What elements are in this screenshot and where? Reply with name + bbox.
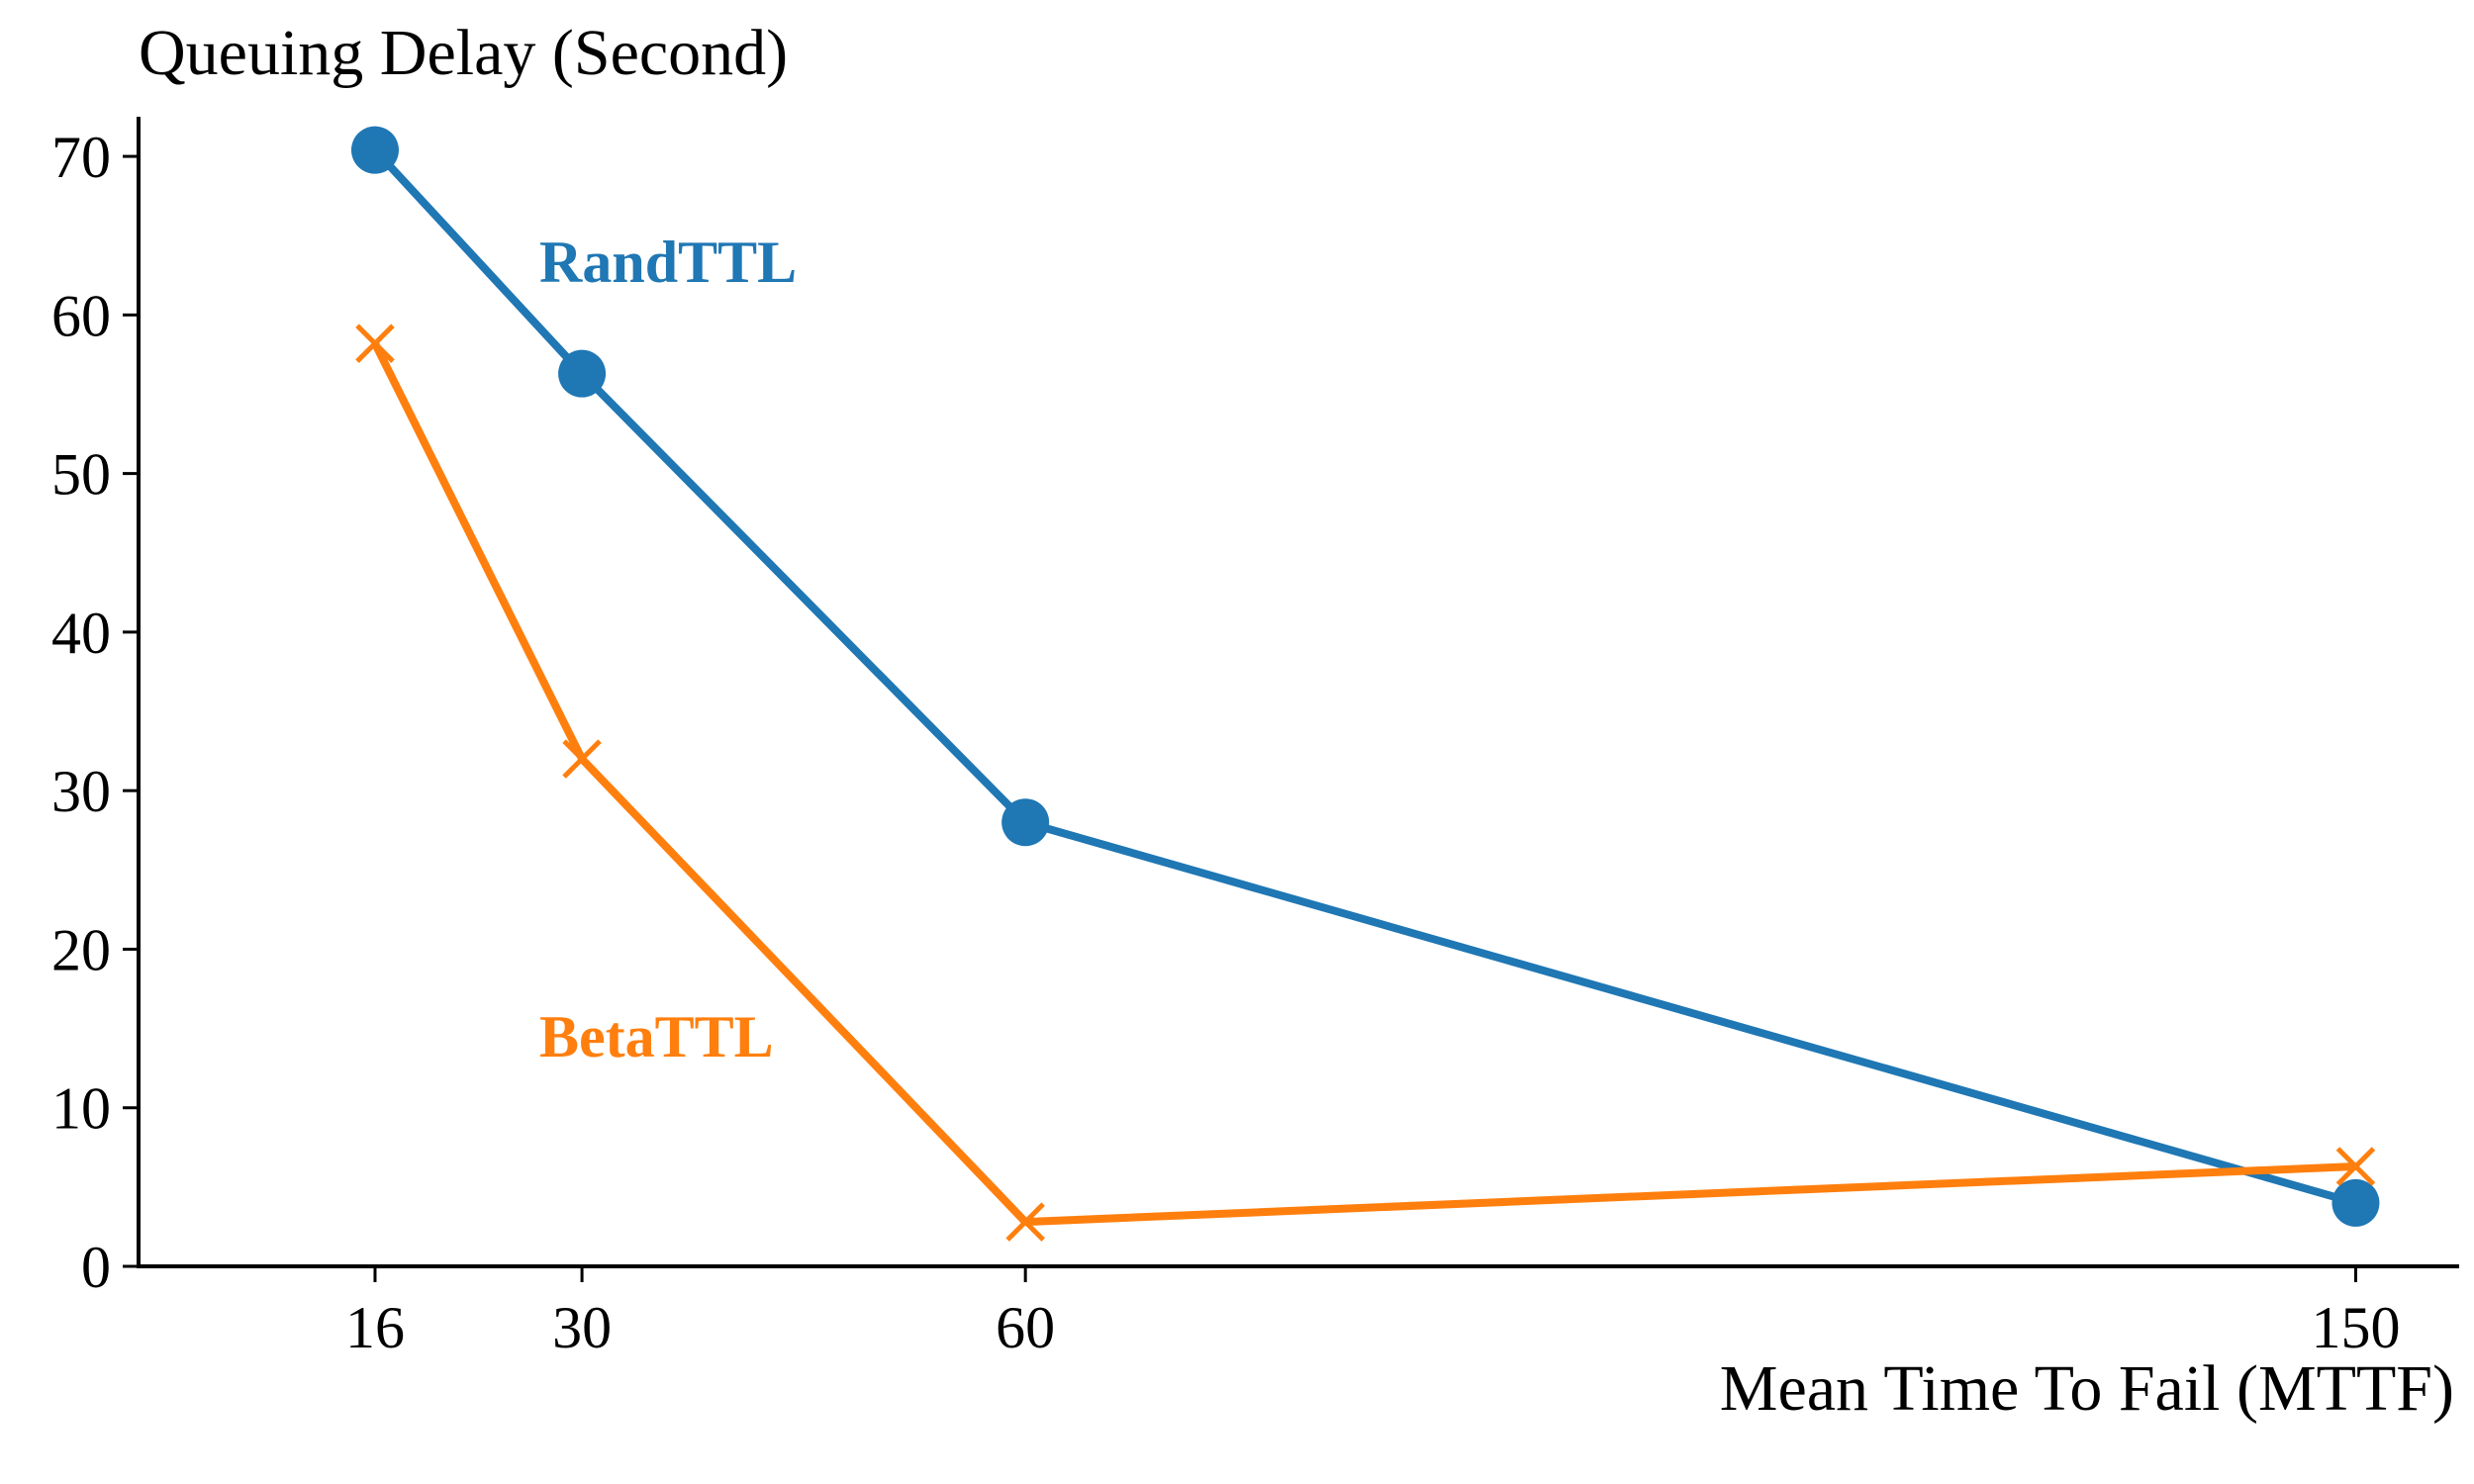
data-point-betattl (355, 324, 395, 363)
data-point-betattl (2335, 1147, 2376, 1186)
data-point-betattl (1005, 1202, 1045, 1242)
x-axis-title: Mean Time To Fail (MTTF) (1720, 1352, 2454, 1425)
data-point-randttl (558, 349, 607, 398)
x-tick-label: 150 (2311, 1295, 2400, 1360)
x-tick-label: 60 (996, 1295, 1055, 1360)
y-tick-label: 10 (51, 1076, 111, 1142)
x-tick-label: 16 (345, 1295, 405, 1360)
y-tick-label: 0 (81, 1235, 111, 1300)
data-point-randttl (2331, 1178, 2380, 1227)
y-axis-ticks: 0 10 20 30 40 50 60 70 (51, 125, 139, 1300)
series-layer (350, 126, 2380, 1242)
y-tick-label: 30 (51, 759, 111, 824)
data-point-randttl (350, 126, 399, 174)
x-tick-label: 30 (552, 1295, 612, 1360)
series-label-randttl: RandTTL (539, 230, 797, 295)
y-tick-label: 50 (51, 442, 111, 508)
y-tick-label: 70 (51, 125, 111, 190)
series-label-betattl: BetaTTL (539, 1004, 774, 1069)
y-axis-title: Queuing Delay (Second) (139, 17, 788, 89)
series-line-betattl (371, 341, 2356, 1227)
data-point-betattl (562, 739, 602, 779)
data-point-randttl (1001, 798, 1050, 847)
y-tick-label: 60 (51, 283, 111, 348)
series-randttl (350, 126, 2380, 1227)
x-axis-ticks: 16 30 60 150 (345, 1266, 2400, 1360)
y-tick-label: 20 (51, 917, 111, 982)
y-tick-label: 40 (51, 601, 111, 666)
series-betattl (355, 324, 2376, 1242)
series-line-randttl (372, 146, 2357, 1207)
